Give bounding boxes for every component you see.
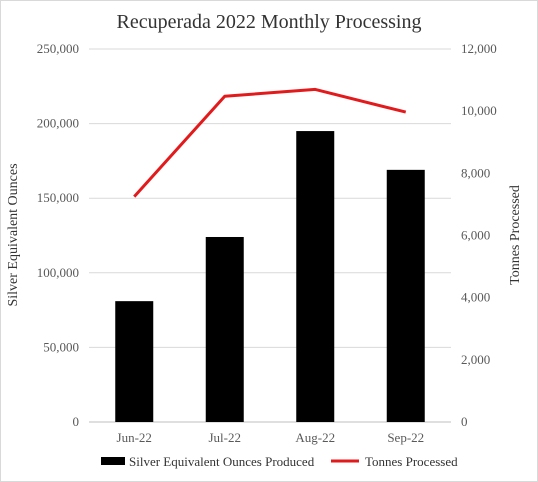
chart-title: Recuperada 2022 Monthly Processing <box>117 11 422 33</box>
legend-label-line: Tonnes Processed <box>365 454 458 469</box>
line-series <box>133 87 407 198</box>
x-axis-ticks: Jun-22 Jul-22 Aug-22 Sep-22 <box>117 430 425 445</box>
legend-swatch-bars <box>101 457 125 465</box>
y-tick-label: 50,000 <box>43 339 79 354</box>
y2-tick-label: 0 <box>461 414 468 429</box>
y-tick-label: 150,000 <box>37 190 79 205</box>
y2-tick-label: 2,000 <box>461 352 490 367</box>
bar <box>205 236 244 422</box>
y2-tick-label: 6,000 <box>461 228 490 243</box>
y-tick-label: 200,000 <box>37 116 79 131</box>
legend-label-bars: Silver Equivalent Ounces Produced <box>129 454 315 469</box>
x-tick-label: Sep-22 <box>387 430 424 445</box>
x-tick-label: Jul-22 <box>209 430 242 445</box>
bar <box>115 301 154 422</box>
right-axis-ticks: 0 2,000 4,000 6,000 8,000 10,000 12,000 <box>461 41 497 429</box>
y2-tick-label: 4,000 <box>461 290 490 305</box>
series-line <box>133 87 407 198</box>
y-tick-label: 250,000 <box>37 41 79 56</box>
y-tick-label: 100,000 <box>37 265 79 280</box>
left-axis-ticks: 0 50,000 100,000 150,000 200,000 250,000 <box>37 41 79 429</box>
x-tick-label: Jun-22 <box>117 430 152 445</box>
legend: Silver Equivalent Ounces Produced Tonnes… <box>101 454 458 469</box>
y2-axis-label: Tonnes Processed <box>508 185 523 285</box>
bar <box>296 131 335 422</box>
y-tick-label: 0 <box>73 414 80 429</box>
y2-tick-label: 12,000 <box>461 41 497 56</box>
y-axis-label: Silver Equivalent Ounces <box>6 163 21 306</box>
bar-series <box>115 131 425 422</box>
y2-tick-label: 10,000 <box>461 103 497 118</box>
x-tick-label: Aug-22 <box>295 430 335 445</box>
bar <box>386 169 425 422</box>
y2-tick-label: 8,000 <box>461 165 490 180</box>
